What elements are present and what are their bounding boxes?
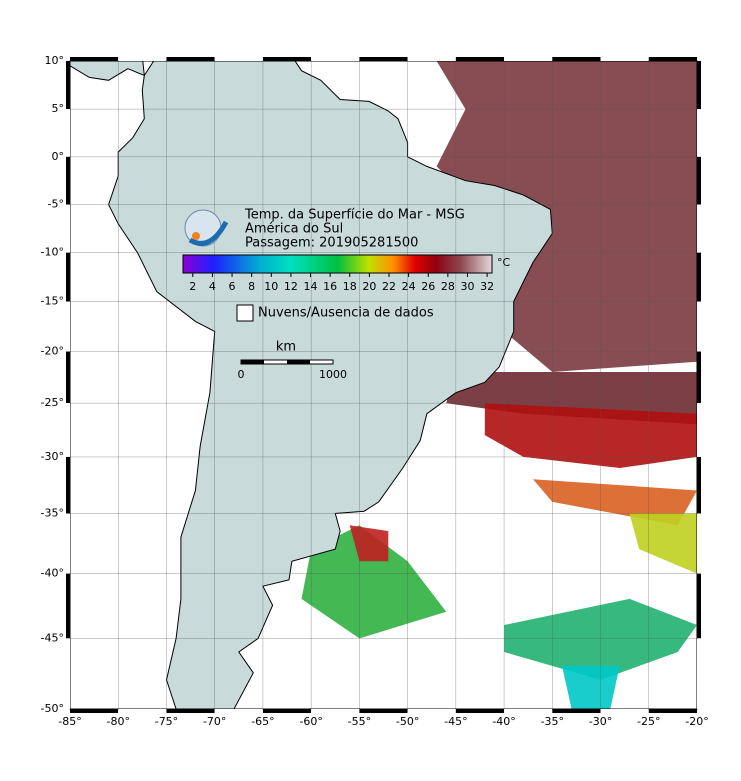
colorbar-label: 4 (209, 280, 216, 293)
colorbar-label: 12 (284, 280, 298, 293)
x-tick-label: -45° (444, 715, 467, 728)
y-tick-label: 0° (52, 150, 65, 163)
x-tick-label: -20° (685, 715, 708, 728)
colorbar-label: 6 (229, 280, 236, 293)
y-tick-label: -20° (41, 345, 64, 358)
logo-arrow (188, 220, 229, 246)
colorbar-label: 30 (460, 280, 474, 293)
colorbar-label: 32 (480, 280, 494, 293)
colorbar-unit: °C (497, 256, 511, 269)
colorbar-label: 24 (402, 280, 416, 293)
y-tick-label: -10° (41, 246, 64, 259)
scale-unit: km (276, 340, 296, 355)
x-tick-label: -85° (58, 715, 81, 728)
colorbar-label: 26 (421, 280, 435, 293)
colorbar-label: 8 (248, 280, 255, 293)
title-line: Temp. da Superfície do Mar - MSG (244, 208, 465, 223)
y-tick-label: -15° (41, 295, 64, 308)
x-tick-label: -80° (106, 715, 129, 728)
y-tick-label: -45° (41, 631, 64, 644)
colorbar-label: 2 (189, 280, 196, 293)
x-tick-label: -35° (541, 715, 564, 728)
title-line: Passagem: 201905281500 (245, 236, 418, 251)
x-tick-label: -30° (589, 715, 612, 728)
sst-patch (484, 403, 697, 468)
y-tick-label: 10° (45, 54, 65, 67)
title-line: América do Sul (245, 222, 343, 237)
scale-bar-seg (287, 360, 310, 364)
colorbar-label: 20 (362, 280, 376, 293)
y-tick-label: -35° (41, 506, 64, 519)
sst-patch (562, 665, 620, 709)
colorbar-label: 22 (382, 280, 396, 293)
logo (184, 209, 229, 247)
colorbar-label: 16 (323, 280, 337, 293)
x-tick-label: -55° (348, 715, 371, 728)
logo-dot (192, 232, 200, 240)
y-tick-label: -25° (41, 396, 64, 409)
colorbar (182, 254, 493, 274)
legend-label: Nuvens/Ausencia de dados (258, 306, 434, 321)
x-tick-label: -60° (299, 715, 322, 728)
y-tick-label: -40° (41, 567, 64, 580)
overlay: Temp. da Superfície do Mar - MSG América… (182, 208, 511, 381)
x-tick-label: -70° (203, 715, 226, 728)
y-tick-label: -5° (48, 198, 64, 211)
sst-patch (629, 513, 697, 574)
colorbar-label: 14 (304, 280, 318, 293)
scale-label: 1000 (319, 368, 347, 381)
colorbar-label: 18 (343, 280, 357, 293)
scale-label: 0 (238, 368, 245, 381)
x-tick-label: -25° (637, 715, 660, 728)
y-tick-label: -50° (41, 702, 64, 715)
scale-bar-seg (241, 360, 264, 364)
y-tick-label: -30° (41, 450, 64, 463)
y-tick-label: 5° (52, 102, 65, 115)
colorbar-label: 10 (264, 280, 278, 293)
x-tick-label: -65° (251, 715, 274, 728)
colorbar-label: 28 (441, 280, 455, 293)
x-tick-label: -75° (155, 715, 178, 728)
x-tick-label: -40° (492, 715, 515, 728)
legend-swatch (236, 304, 254, 322)
x-tick-label: -50° (396, 715, 419, 728)
sst-patch (301, 525, 447, 639)
